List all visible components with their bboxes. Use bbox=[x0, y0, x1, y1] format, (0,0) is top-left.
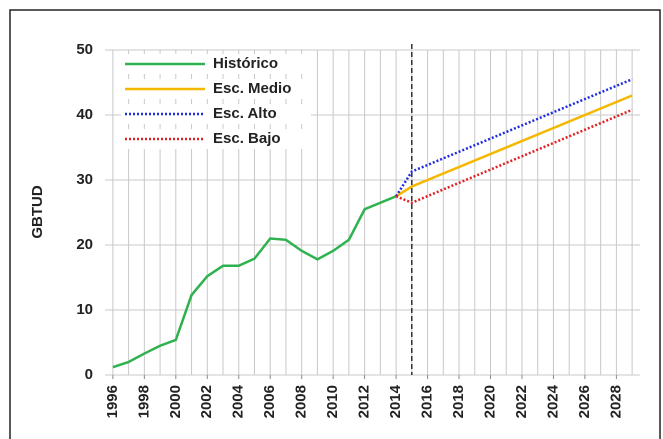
x-tick-label: 2006 bbox=[261, 385, 278, 418]
x-tick-label: 2002 bbox=[198, 385, 215, 418]
x-tick-label: 2022 bbox=[513, 385, 530, 418]
x-tick-label: 2028 bbox=[607, 385, 624, 418]
legend-label: Esc. Medio bbox=[213, 80, 291, 97]
x-tick-label: 2016 bbox=[419, 385, 436, 418]
legend-label: Esc. Bajo bbox=[213, 130, 281, 147]
x-tick-label: 2014 bbox=[387, 384, 404, 418]
y-tick-label: 0 bbox=[85, 366, 93, 383]
legend-bg bbox=[121, 129, 311, 149]
y-axis-label: GBTUD bbox=[29, 185, 46, 238]
y-tick-label: 30 bbox=[76, 171, 93, 188]
legend-label: Histórico bbox=[213, 55, 278, 72]
x-tick-label: 2004 bbox=[230, 384, 247, 418]
legend-bg bbox=[121, 54, 311, 74]
series-line bbox=[395, 108, 633, 205]
x-tick-label: 2012 bbox=[356, 385, 373, 418]
y-tick-label: 40 bbox=[76, 106, 93, 123]
series-line bbox=[112, 195, 397, 369]
x-tick-label: 2026 bbox=[576, 385, 593, 418]
y-tick-label: 20 bbox=[76, 236, 93, 253]
x-tick-label: 2000 bbox=[167, 385, 184, 418]
y-tick-label: 10 bbox=[76, 301, 93, 318]
y-tick-label: 50 bbox=[76, 41, 93, 58]
x-tick-label: 2024 bbox=[544, 384, 561, 418]
x-tick-label: 1998 bbox=[135, 385, 152, 418]
series-line bbox=[395, 78, 633, 197]
x-tick-label: 2010 bbox=[324, 385, 341, 418]
series-line bbox=[395, 94, 633, 198]
legend-bg bbox=[121, 104, 311, 124]
x-tick-label: 1996 bbox=[104, 385, 121, 418]
x-tick-label: 2020 bbox=[481, 385, 498, 418]
x-tick-label: 2008 bbox=[293, 385, 310, 418]
x-tick-label: 2018 bbox=[450, 385, 467, 418]
legend-bg bbox=[121, 79, 311, 99]
frame bbox=[9, 9, 661, 439]
legend-label: Esc. Alto bbox=[213, 105, 277, 122]
